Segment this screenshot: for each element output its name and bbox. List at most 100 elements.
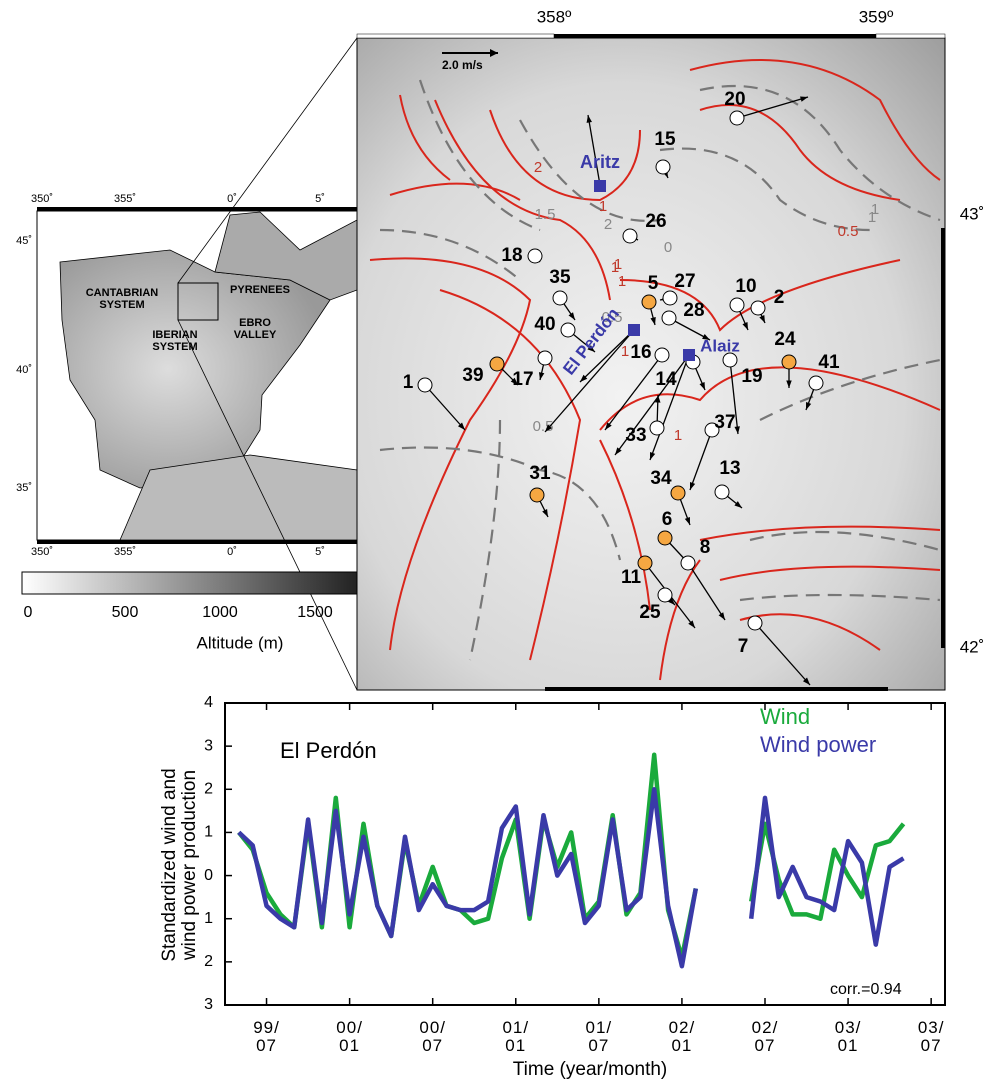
station — [650, 421, 664, 435]
station — [553, 291, 567, 305]
y-tick-label: 1 — [204, 910, 213, 927]
station — [655, 348, 669, 362]
station-label: 11 — [621, 567, 642, 588]
contour-label: 0.5 — [838, 223, 859, 240]
station-label: 39 — [462, 365, 483, 386]
station-label: 35 — [549, 267, 571, 288]
x-tick-label-text: 02/ 01 — [652, 1019, 712, 1055]
site-label: Aritz — [580, 152, 620, 172]
site-label: Alaiz — [700, 336, 740, 355]
scale-label: 2.0 m/s — [442, 58, 483, 72]
station-label: 14 — [655, 369, 677, 390]
x-tick-label-text: 99/ 07 — [237, 1019, 297, 1055]
colorbar-tick-label: 0 — [24, 604, 33, 621]
station-label: 33 — [625, 425, 646, 446]
site-marker — [594, 180, 606, 192]
station — [642, 295, 656, 309]
station-label: 17 — [512, 369, 533, 390]
station — [623, 229, 637, 243]
x-tick-label: 00/ 01 — [320, 1019, 380, 1059]
station-label: 20 — [724, 89, 745, 110]
y-tick-label: 1 — [204, 824, 213, 841]
map-border — [545, 687, 888, 691]
station-label: 16 — [630, 342, 651, 363]
x-tick-label-text: 00/ 01 — [320, 1019, 380, 1055]
x-tick-label-text: 03/ 07 — [901, 1019, 961, 1055]
contour-label: 2 — [534, 159, 542, 176]
inset-lon-label: 350˚ — [31, 546, 53, 558]
region-label: EBRO VALLEY — [225, 318, 285, 352]
inset-lat-label: 40˚ — [16, 364, 32, 376]
y-axis-label-text: Standardized wind and wind power product… — [160, 715, 200, 1015]
contour-label: 1 — [871, 201, 879, 218]
x-tick-label: 99/ 07 — [237, 1019, 297, 1059]
station — [662, 311, 676, 325]
x-tick-label-text: 03/ 01 — [818, 1019, 878, 1055]
colorbar-tick-label: 1500 — [297, 604, 333, 621]
x-axis-label-text: Time (year/month) — [440, 1060, 740, 1080]
station — [418, 378, 432, 392]
station — [656, 160, 670, 174]
station-label: 24 — [774, 329, 796, 350]
station — [658, 531, 672, 545]
station — [809, 376, 823, 390]
x-tick-label-text: 01/ 01 — [486, 1019, 546, 1055]
x-tick-label: 01/ 01 — [486, 1019, 546, 1059]
map-border — [357, 34, 554, 38]
y-tick-label: 2 — [204, 781, 213, 798]
station — [490, 357, 504, 371]
station — [658, 588, 672, 602]
inset-lon-label: 0˚ — [227, 193, 237, 205]
region-label: IBERIAN SYSTEM — [125, 330, 225, 364]
station — [715, 485, 729, 499]
colorbar-tick-label: 500 — [112, 604, 139, 621]
legend-entry: Wind — [760, 704, 810, 729]
contour-label: 1 — [611, 259, 619, 276]
x-tick-label-text: 01/ 07 — [569, 1019, 629, 1055]
region-label-text: PYRENEES — [225, 285, 295, 297]
chart-title: El Perdón — [280, 738, 377, 763]
station-label: 13 — [719, 458, 740, 479]
station-label: 40 — [534, 314, 555, 335]
station-label: 19 — [741, 366, 762, 387]
station — [530, 488, 544, 502]
station-label: 5 — [648, 273, 659, 294]
contour-label: 0 — [664, 239, 672, 256]
contour-label: 1 — [621, 343, 629, 360]
inset-border — [37, 540, 357, 544]
region-label-text: EBRO VALLEY — [225, 318, 285, 341]
station-label: 1 — [403, 372, 414, 393]
lon-label: 358º — [537, 7, 572, 26]
station-label: 41 — [818, 352, 840, 373]
x-tick-label: 00/ 07 — [403, 1019, 463, 1059]
station-label: 7 — [738, 636, 749, 657]
series-line — [239, 789, 904, 966]
y-tick-label: 0 — [204, 867, 213, 884]
station — [663, 291, 677, 305]
figure: 21.5121010.510.5110.51112015261835527281… — [0, 0, 1001, 1087]
region-label-text: IBERIAN SYSTEM — [125, 330, 225, 353]
lat-label: 42˚ — [960, 637, 985, 656]
station-label: 15 — [654, 129, 676, 150]
y-tick-label: 3 — [204, 996, 213, 1013]
region-label: CANTABRIAN SYSTEM — [72, 288, 172, 322]
annotation: corr.=0.94 — [830, 981, 902, 998]
station-label: 37 — [714, 412, 735, 433]
station — [751, 301, 765, 315]
station-label: 31 — [529, 463, 551, 484]
x-tick-label: 02/ 07 — [735, 1019, 795, 1059]
y-tick-label: 4 — [204, 694, 213, 711]
station-label: 27 — [674, 271, 695, 292]
station-label: 34 — [650, 468, 672, 489]
y-tick-label: 2 — [204, 953, 213, 970]
station-label: 10 — [735, 276, 756, 297]
station-label: 26 — [645, 211, 666, 232]
region-label-text: CANTABRIAN SYSTEM — [72, 288, 172, 311]
legend-entry: Wind power — [760, 732, 876, 757]
main-map — [357, 38, 945, 690]
station — [528, 249, 542, 263]
x-tick-label: 03/ 07 — [901, 1019, 961, 1059]
inset-lon-label: 355˚ — [114, 546, 136, 558]
station-label: 2 — [774, 287, 785, 308]
station — [730, 298, 744, 312]
